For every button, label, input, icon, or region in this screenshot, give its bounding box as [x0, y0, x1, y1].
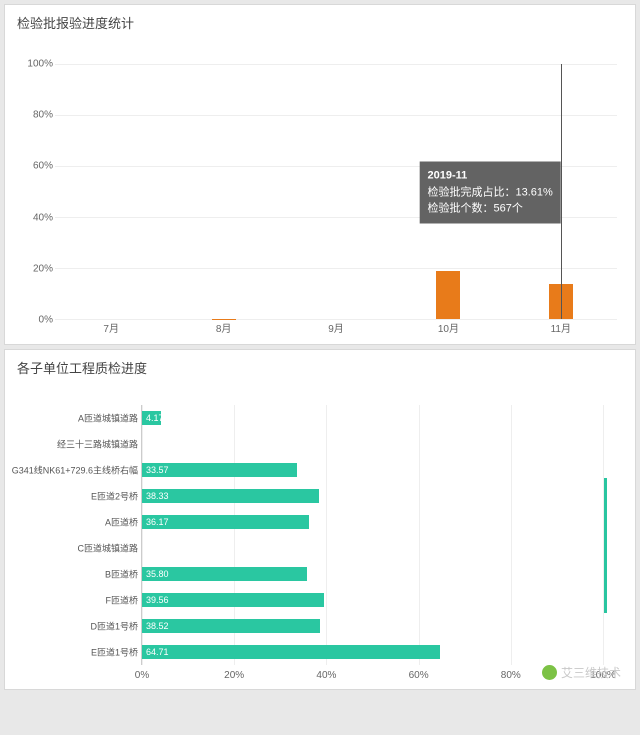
y-tick-label: 0% [39, 315, 53, 326]
x-tick-label: 7月 [103, 320, 119, 335]
y-tick-label: 20% [33, 263, 53, 274]
bar[interactable]: 4.17 [142, 411, 161, 425]
x-tick-label: 80% [501, 670, 521, 681]
x-tick-label: 8月 [216, 320, 232, 335]
y-category-label: A匝道桥 [105, 516, 138, 529]
y-category-label: 经三十三路城镇道路 [57, 438, 138, 451]
x-tick-label: 60% [409, 670, 429, 681]
x-tick-label: 10月 [438, 320, 459, 335]
bar[interactable]: 35.80 [142, 567, 307, 581]
y-category-label: B匝道桥 [105, 568, 138, 581]
y-tick-label: 40% [33, 212, 53, 223]
scroll-indicator [604, 478, 607, 613]
y-axis: 0% 20% 40% 60% 80% 100% [13, 44, 55, 344]
bar-value-label: 38.52 [146, 619, 169, 633]
bar-value-label: 64.71 [146, 645, 169, 659]
panel-subunit-progress: 各子单位工程质检进度 0%20%40%60%80%100%A匝道城镇道路4.17… [4, 349, 636, 690]
bar[interactable]: 36.17 [142, 515, 309, 529]
panel1-title: 检验批报验进度统计 [5, 5, 635, 36]
bar[interactable]: 33.57 [142, 463, 297, 477]
y-tick-label: 80% [33, 110, 53, 121]
bar[interactable] [212, 319, 236, 320]
bar-chart-vertical: 0%20%40%60%80%100% 7月8月9月10月11月2019-11检验… [13, 44, 627, 344]
bar-chart-horizontal: 0%20%40%60%80%100%A匝道城镇道路4.17经三十三路城镇道路G3… [13, 389, 627, 689]
bar-value-label: 38.33 [146, 489, 169, 503]
y-category-label: F匝道桥 [106, 594, 139, 607]
plot-area: 7月8月9月10月11月2019-11检验批完成占比：13.61%检验批个数：5… [55, 64, 617, 320]
y-category-label: E匝道2号桥 [91, 490, 138, 503]
wechat-icon [542, 665, 557, 680]
bar-value-label: 35.80 [146, 567, 169, 581]
watermark: 艾三维技术 [542, 664, 621, 681]
watermark-text: 艾三维技术 [561, 664, 621, 681]
x-tick-label: 0% [135, 670, 149, 681]
y-category-label: D匝道1号桥 [90, 620, 138, 633]
x-tick-label: 9月 [328, 320, 344, 335]
bar-value-label: 39.56 [146, 593, 169, 607]
x-tick-label: 20% [224, 670, 244, 681]
panel2-title: 各子单位工程质检进度 [5, 350, 635, 381]
bar-value-label: 36.17 [146, 515, 169, 529]
bar[interactable]: 64.71 [142, 645, 440, 659]
bar[interactable] [436, 271, 460, 319]
bar-value-label: 4.17 [146, 411, 164, 425]
bar[interactable]: 38.52 [142, 619, 320, 633]
y-category-label: E匝道1号桥 [91, 646, 138, 659]
plot-area: 0%20%40%60%80%100%A匝道城镇道路4.17经三十三路城镇道路G3… [141, 405, 603, 665]
y-tick-label: 60% [33, 161, 53, 172]
bar[interactable]: 39.56 [142, 593, 324, 607]
bar[interactable]: 38.33 [142, 489, 319, 503]
y-tick-label: 100% [27, 59, 53, 70]
bar-value-label: 33.57 [146, 463, 169, 477]
y-category-label: A匝道城镇道路 [78, 412, 138, 425]
panel-progress-stats: 检验批报验进度统计 0%20%40%60%80%100% 7月8月9月10月11… [4, 4, 636, 345]
x-tick-label: 11月 [551, 320, 571, 335]
y-category-label: C匝道城镇道路 [78, 542, 139, 555]
tooltip: 2019-11检验批完成占比：13.61%检验批个数：567个 [419, 162, 560, 224]
y-category-label: G341线NK61+729.6主线桥右幅 [12, 464, 138, 477]
x-tick-label: 40% [316, 670, 336, 681]
